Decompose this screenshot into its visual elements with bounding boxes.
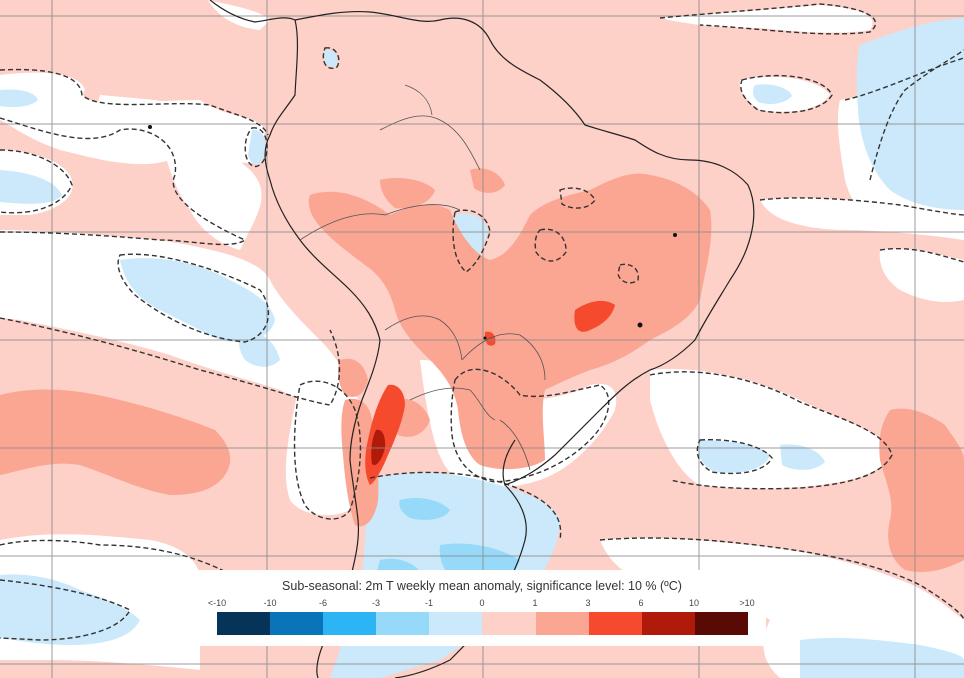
legend-tick: -3 bbox=[371, 598, 381, 608]
legend-swatch bbox=[641, 612, 695, 635]
legend-swatch bbox=[694, 612, 748, 635]
map-markers bbox=[148, 125, 677, 340]
warm-regions-very-strong bbox=[371, 429, 386, 466]
legend-tick: 1 bbox=[532, 598, 538, 608]
legend-ticks: <-10 -10 -6 -3 -1 0 1 3 6 10 >10 bbox=[198, 598, 766, 610]
legend-swatch bbox=[376, 612, 430, 635]
country-borders bbox=[299, 84, 546, 471]
warm-regions-medium bbox=[0, 168, 964, 572]
legend-swatch bbox=[270, 612, 324, 635]
legend-tick: >10 bbox=[739, 598, 755, 608]
legend-title: Sub-seasonal: 2m T weekly mean anomaly, … bbox=[282, 579, 682, 593]
legend-swatch bbox=[217, 612, 271, 635]
legend-tick: -6 bbox=[318, 598, 328, 608]
significance-contours bbox=[0, 3, 964, 641]
color-legend: Sub-seasonal: 2m T weekly mean anomaly, … bbox=[198, 570, 766, 646]
legend-tick: 10 bbox=[688, 598, 700, 608]
legend-color-bar bbox=[217, 612, 748, 635]
legend-swatch bbox=[588, 612, 642, 635]
legend-tick: 0 bbox=[479, 598, 485, 608]
legend-swatch bbox=[323, 612, 377, 635]
legend-tick: 3 bbox=[585, 598, 591, 608]
legend-swatch bbox=[429, 612, 483, 635]
legend-tick: 6 bbox=[638, 598, 644, 608]
legend-tick: -1 bbox=[424, 598, 434, 608]
legend-tick: <-10 bbox=[207, 598, 227, 608]
legend-swatch bbox=[482, 612, 536, 635]
legend-swatch bbox=[535, 612, 589, 635]
legend-tick: -10 bbox=[263, 598, 277, 608]
